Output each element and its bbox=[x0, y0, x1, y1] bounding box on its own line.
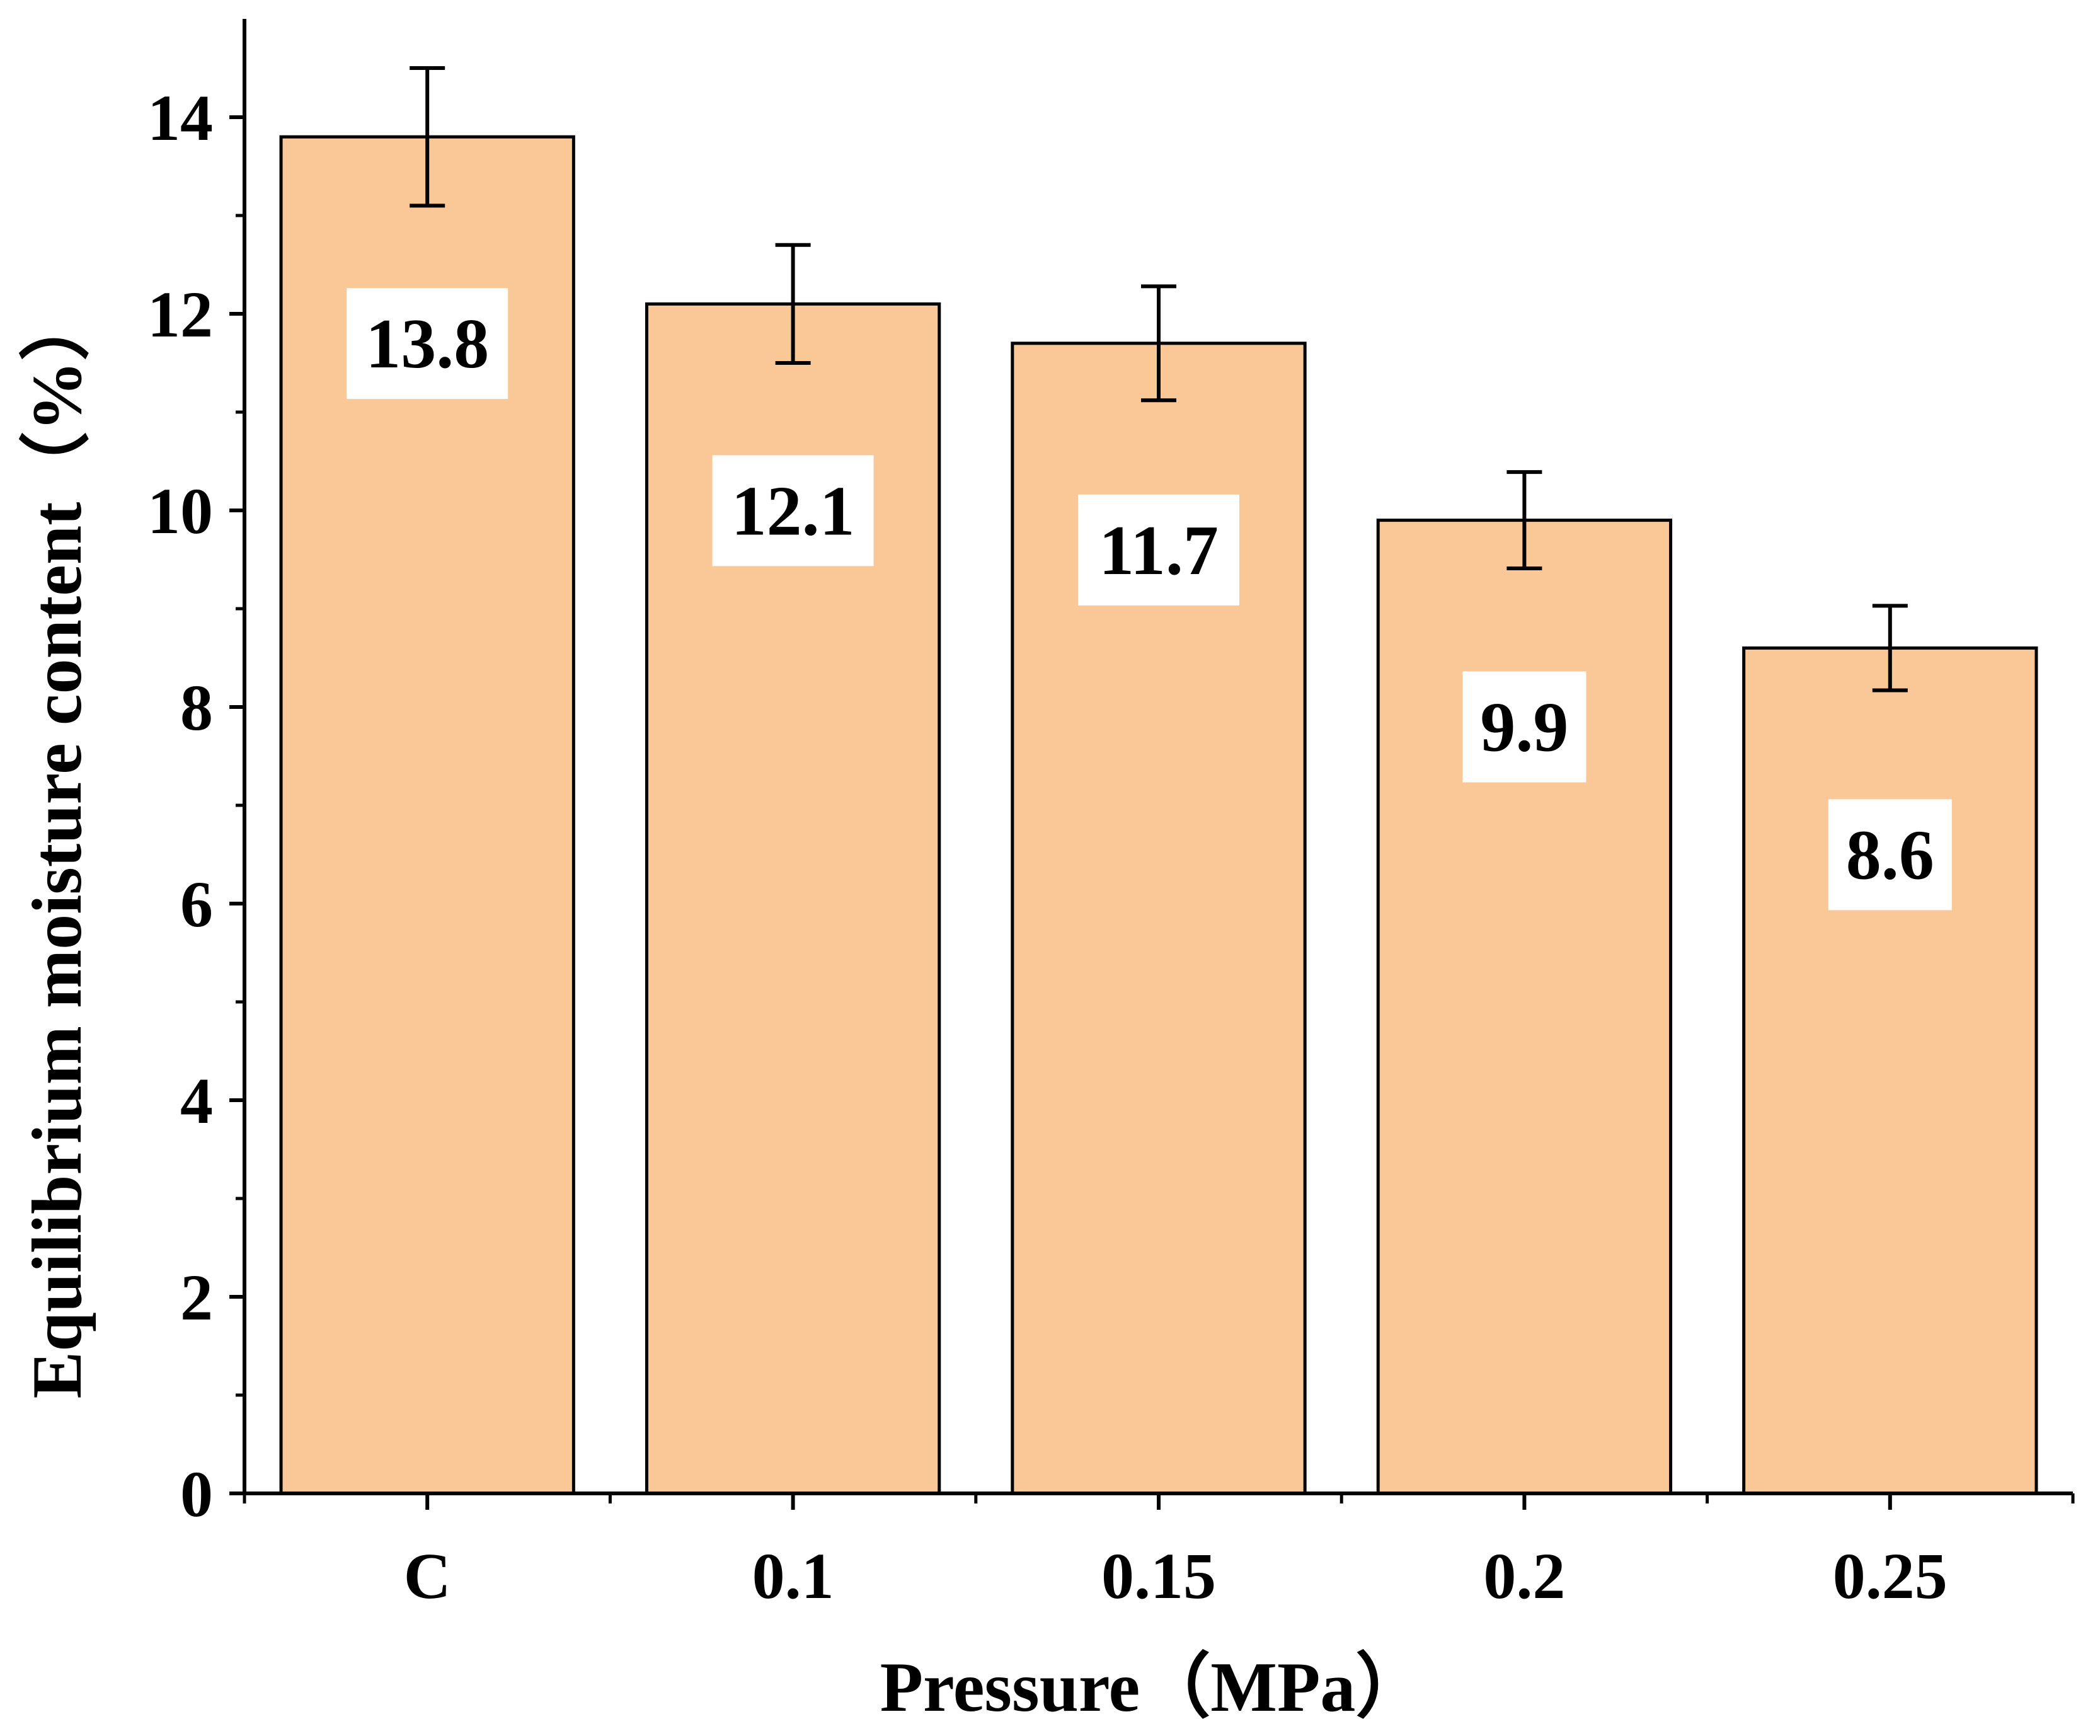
x-axis-ticks: C 0.1 0.15 0.2 0.25 bbox=[243, 1493, 2075, 1612]
x-axis-title: Pressure（MPa） bbox=[880, 1648, 1426, 1727]
y-tick-label-0: 0 bbox=[180, 1458, 213, 1531]
data-label-box-4 bbox=[1828, 799, 1952, 911]
x-tick-label-1: 0.1 bbox=[752, 1540, 834, 1612]
y-axis-ticks: 0 2 4 6 8 10 12 14 bbox=[147, 82, 244, 1531]
y-tick-label-4: 8 bbox=[180, 672, 213, 744]
x-tick-label-0: C bbox=[404, 1540, 451, 1612]
data-label-box-2 bbox=[1078, 494, 1239, 606]
y-tick-label-6: 12 bbox=[147, 279, 213, 351]
bar-4 bbox=[1742, 646, 2038, 1495]
x-tick-label-2: 0.15 bbox=[1101, 1540, 1216, 1612]
y-tick-label-2: 4 bbox=[180, 1065, 213, 1137]
y-tick-label-1: 2 bbox=[180, 1262, 213, 1334]
data-label-box-3 bbox=[1462, 671, 1586, 783]
error-bars bbox=[410, 66, 1908, 693]
y-axis-title: Equilibrium moisture content（%） bbox=[18, 290, 96, 1399]
data-label-box-1 bbox=[712, 455, 874, 566]
y-tick-label-5: 10 bbox=[147, 475, 213, 548]
data-labels: 13.8 12.1 11.7 9.9 8.6 bbox=[347, 288, 1952, 911]
data-label-box-0 bbox=[347, 288, 508, 400]
data-label-3: 9.9 bbox=[1480, 689, 1568, 767]
y-tick-label-3: 6 bbox=[180, 868, 213, 941]
data-label-1: 12.1 bbox=[732, 472, 855, 550]
y-tick-label-7: 14 bbox=[147, 82, 213, 154]
x-tick-label-3: 0.2 bbox=[1483, 1540, 1565, 1612]
bar-3 bbox=[1376, 519, 1673, 1495]
data-label-0: 13.8 bbox=[365, 305, 489, 383]
data-label-2: 11.7 bbox=[1099, 512, 1219, 590]
x-tick-label-4: 0.25 bbox=[1833, 1540, 1948, 1612]
data-label-4: 8.6 bbox=[1846, 816, 1934, 894]
